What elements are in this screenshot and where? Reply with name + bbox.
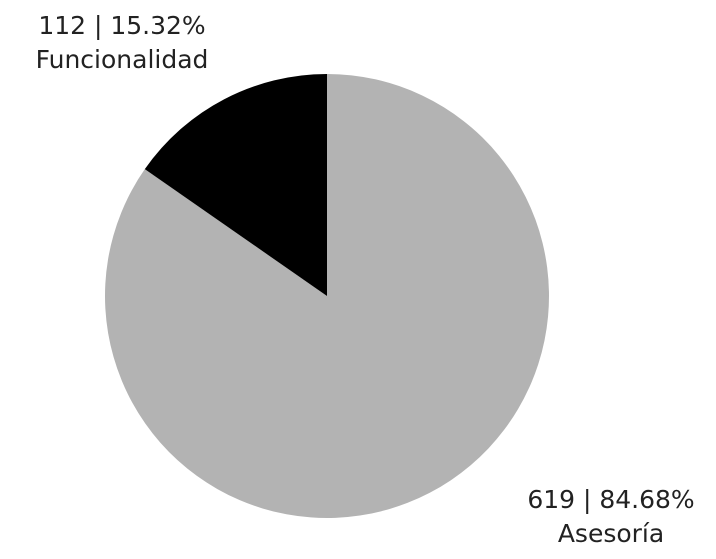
pie-slice-asesoria	[105, 74, 550, 518]
slice-category-label-funcionalidad: Funcionalidad	[35, 45, 209, 74]
pie-slices	[105, 74, 550, 518]
slice-label-funcionalidad: 112 | 15.32% Funcionalidad	[10, 9, 234, 77]
slice-value-label-funcionalidad: 112 | 15.32%	[38, 11, 206, 40]
slice-label-asesoria: 619 | 84.68% Asesoría	[506, 483, 716, 551]
slice-category-label-asesoria: Asesoría	[557, 519, 665, 548]
pie-slice-funcionalidad	[144, 74, 327, 296]
slice-value-label-asesoria: 619 | 84.68%	[527, 485, 695, 514]
